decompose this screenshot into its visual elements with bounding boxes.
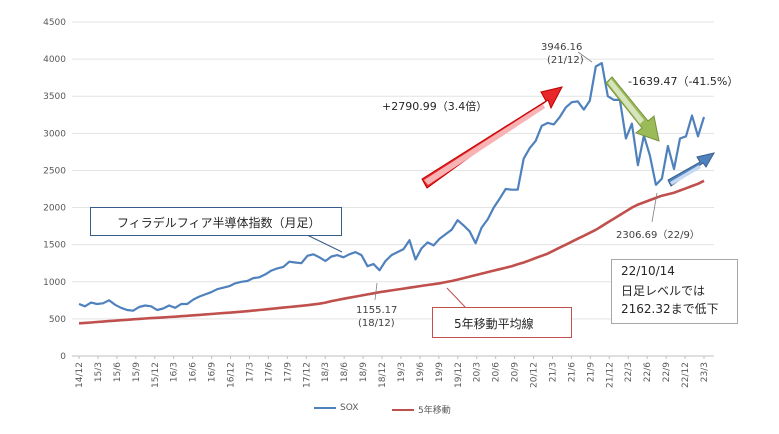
series-line-5yr-ma — [78, 179, 705, 325]
y-tick-label: 2000 — [43, 204, 66, 214]
x-tick-label: 18/6 — [340, 362, 350, 382]
x-tick-label: 19/12 — [454, 362, 464, 388]
note-text-2: 2162.32まで低下 — [621, 302, 719, 316]
y-tick-label: 500 — [49, 315, 66, 325]
x-tick-label: 18/9 — [359, 362, 369, 382]
y-tick-label: 1000 — [43, 278, 66, 288]
x-tick-label: 16/6 — [189, 362, 199, 382]
x-tick-label: 15/3 — [94, 362, 104, 382]
x-tick-label: 16/3 — [170, 362, 180, 382]
trough-date: (18/12) — [358, 318, 395, 329]
peak-date: (21/12) — [547, 55, 584, 66]
series-lines — [78, 61, 706, 325]
x-tick-label: 20/3 — [473, 362, 483, 382]
x-tick-label: 17/9 — [283, 362, 293, 382]
x-tick-label: 21/12 — [605, 362, 615, 388]
y-tick-label: 4000 — [43, 55, 66, 65]
note-box: 22/10/14 日足レベルでは 2162.32まで低下 — [611, 259, 738, 324]
x-tick-label: 22/3 — [624, 362, 634, 382]
gridlines — [72, 21, 714, 357]
legend: SOX 5年移動 — [0, 403, 779, 417]
x-axis: 14/12 15/3 15/6 15/9 15/12 16/3 16/6 16/9 16/12 1… — [75, 356, 710, 388]
ma-callout-box: 5年移動平均線 — [432, 307, 572, 338]
legend-label-sox: SOX — [340, 403, 359, 413]
legend-label-ma: 5年移動 — [418, 406, 451, 416]
x-tick-label: 20/9 — [511, 362, 521, 382]
x-tick-label: 22/9 — [662, 362, 672, 382]
x-tick-label: 18/12 — [378, 362, 388, 388]
sox-callout-pointer — [302, 232, 343, 253]
x-tick-label: 23/3 — [700, 362, 710, 382]
y-tick-label: 3000 — [43, 129, 66, 139]
x-tick-label: 17/12 — [302, 362, 312, 388]
x-tick-label: 19/9 — [435, 362, 445, 382]
x-tick-label: 19/6 — [416, 362, 426, 382]
recent-low-value: 2306.69（22/9） — [616, 229, 700, 241]
y-tick-label: 2500 — [43, 166, 66, 176]
y-tick-label: 0 — [60, 352, 66, 362]
x-tick-label: 21/3 — [548, 362, 558, 382]
x-tick-label: 15/12 — [151, 362, 161, 388]
legend-item-sox: SOX — [314, 403, 358, 413]
x-tick-label: 18/3 — [321, 362, 331, 382]
x-tick-label: 22/6 — [643, 362, 653, 382]
x-tick-label: 22/12 — [681, 362, 691, 388]
ma-callout-label: 5年移動平均線 — [454, 317, 534, 331]
x-tick-label: 20/12 — [530, 362, 540, 388]
rebound-arrow — [667, 152, 716, 187]
fall-arrow — [605, 76, 660, 142]
peak-value: 3946.16 — [541, 42, 582, 53]
sox-callout-box: フィラデルフィア半導体指数（月足） — [90, 207, 342, 236]
fall-annotation: -1639.47（-41.5%） — [628, 75, 738, 88]
y-tick-label: 1500 — [43, 241, 66, 251]
x-tick-label: 17/3 — [245, 362, 255, 382]
y-tick-label: 4500 — [43, 18, 66, 28]
legend-swatch-sox — [314, 407, 336, 409]
x-tick-label: 21/6 — [567, 362, 577, 382]
rise-arrow — [421, 86, 563, 189]
rise-annotation: +2790.99（3.4倍） — [382, 99, 487, 113]
legend-item-ma: 5年移動 — [392, 403, 451, 416]
x-tick-label: 17/6 — [264, 362, 274, 382]
x-tick-label: 19/3 — [397, 362, 407, 382]
x-tick-label: 16/9 — [208, 362, 218, 382]
sox-callout-label: フィラデルフィア半導体指数（月足） — [117, 216, 321, 230]
peak-leader-line — [577, 51, 593, 63]
low-leader-line — [651, 192, 658, 223]
note-text-1: 日足レベルでは — [621, 284, 706, 298]
ma-callout-pointer — [446, 287, 467, 309]
trough-value: 1155.17 — [356, 305, 397, 316]
x-tick-label: 16/12 — [227, 362, 237, 388]
series-line-sox — [78, 61, 706, 312]
x-tick-label: 14/12 — [75, 362, 85, 388]
x-tick-label: 21/9 — [586, 362, 596, 382]
y-axis: 0 500 1000 1500 2000 2500 3000 3500 4000 4500 — [43, 18, 66, 362]
x-tick-label: 15/9 — [132, 362, 142, 382]
note-date: 22/10/14 — [621, 264, 675, 278]
x-tick-label: 20/6 — [492, 362, 502, 382]
legend-swatch-ma — [392, 408, 414, 411]
x-tick-label: 15/6 — [113, 362, 123, 382]
y-tick-label: 3500 — [43, 92, 66, 102]
trough-leader-line — [374, 282, 378, 301]
